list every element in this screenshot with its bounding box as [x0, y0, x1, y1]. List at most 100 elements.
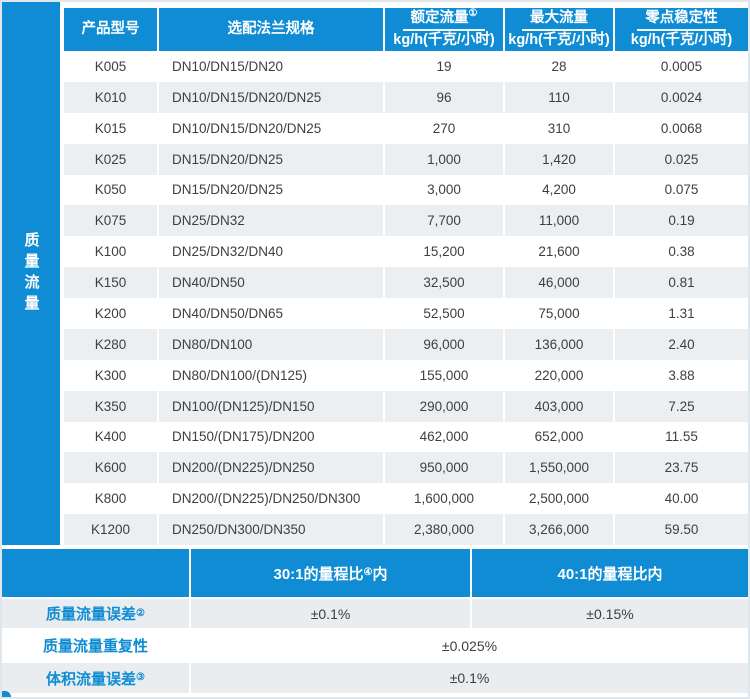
- max-flow-cell: 2,500,000: [505, 483, 613, 515]
- mass-flow-group-label: 质量流量: [2, 2, 60, 545]
- table-row: K075 DN25/DN32 7,700 11,000 0.19: [64, 205, 748, 237]
- max-flow-cell: 1,550,000: [505, 452, 613, 484]
- max-flow-cell: 11,000: [505, 205, 613, 237]
- zero-stability-cell: 0.81: [615, 267, 748, 298]
- rated-flow-cell: 2,380,000: [385, 514, 503, 545]
- model-cell: K200: [64, 298, 157, 329]
- spec-table: 产品型号 选配法兰规格 额定流量① kg/h(千克/小时) 最大流量 kg/h(…: [64, 2, 748, 545]
- mass-flow-error-label: 质量流量误差 ②: [2, 599, 189, 628]
- max-flow-cell: 28: [505, 51, 613, 82]
- rated-flow-cell: 270: [385, 112, 503, 144]
- repeatability-row: 质量流量重复性 ±0.025%: [2, 630, 748, 661]
- zero-stability-cell: 11.55: [615, 421, 748, 453]
- flange-cell: DN25/DN32/DN40: [159, 236, 383, 268]
- zero-stability-cell: 59.50: [615, 514, 748, 545]
- zero-stability-cell: 0.0024: [615, 81, 748, 113]
- mass-flow-error-row: 质量流量误差 ② ±0.1% ±0.15%: [2, 599, 748, 628]
- max-flow-cell: 136,000: [505, 328, 613, 360]
- flange-cell: DN15/DN20/DN25: [159, 174, 383, 206]
- model-cell: K150: [64, 267, 157, 298]
- zero-stability-cell: 0.19: [615, 205, 748, 237]
- rated-flow-cell: 15,200: [385, 236, 503, 268]
- model-cell: K005: [64, 51, 157, 82]
- zero-stability-cell: 2.40: [615, 328, 748, 360]
- flange-cell: DN200/(DN225)/DN250/DN300: [159, 483, 383, 515]
- model-cell: K1200: [64, 514, 157, 545]
- rated-flow-cell: 950,000: [385, 452, 503, 484]
- flange-cell: DN200/(DN225)/DN250: [159, 452, 383, 484]
- zero-stability-cell: 40.00: [615, 483, 748, 515]
- max-flow-cell: 652,000: [505, 421, 613, 453]
- flange-cell: DN25/DN32: [159, 205, 383, 237]
- mass-flow-error-40: ±0.15%: [472, 599, 748, 628]
- max-flow-cell: 21,600: [505, 236, 613, 268]
- header-max-flow: 最大流量 kg/h(千克/小时): [505, 8, 613, 51]
- rated-flow-cell: 19: [385, 51, 503, 82]
- header-flange-spec: 选配法兰规格: [159, 8, 383, 51]
- table-row: K005 DN10/DN15/DN20 19 28 0.0005: [64, 51, 748, 82]
- flange-cell: DN100/(DN125)/DN150: [159, 390, 383, 422]
- table-row: K280 DN80/DN100 96,000 136,000 2.40: [64, 328, 748, 360]
- table-row: K150 DN40/DN50 32,500 46,000 0.81: [64, 267, 748, 298]
- flange-cell: DN15/DN20/DN25: [159, 143, 383, 175]
- zero-stability-cell: 0.0068: [615, 112, 748, 144]
- rated-flow-cell: 155,000: [385, 359, 503, 391]
- max-flow-cell: 110: [505, 81, 613, 113]
- max-flow-cell: 220,000: [505, 359, 613, 391]
- volume-flow-error-value: ±0.1%: [191, 663, 748, 693]
- table-row: K100 DN25/DN32/DN40 15,200 21,600 0.38: [64, 236, 748, 268]
- flange-cell: DN80/DN100/(DN125): [159, 359, 383, 391]
- turndown-header-row: 30:1的量程比 ④ 内 40:1的量程比内: [2, 549, 748, 597]
- turndown-30-header: 30:1的量程比 ④ 内: [191, 549, 470, 597]
- max-flow-cell: 403,000: [505, 390, 613, 422]
- zero-stability-cell: 23.75: [615, 452, 748, 484]
- rated-flow-cell: 3,000: [385, 174, 503, 206]
- model-cell: K075: [64, 205, 157, 237]
- model-cell: K015: [64, 112, 157, 144]
- model-cell: K400: [64, 421, 157, 453]
- zero-stability-cell: 0.0005: [615, 51, 748, 82]
- table-row: K200 DN40/DN50/DN65 52,500 75,000 1.31: [64, 298, 748, 329]
- turndown-header-spacer: [2, 549, 189, 597]
- table-row: K350 DN100/(DN125)/DN150 290,000 403,000…: [64, 390, 748, 422]
- model-cell: K600: [64, 452, 157, 484]
- flange-cell: DN40/DN50/DN65: [159, 298, 383, 329]
- footnote-1-mark: ①: [468, 8, 478, 20]
- volume-flow-error-row: 体积流量误差 ③ ±0.1%: [2, 663, 748, 693]
- model-cell: K050: [64, 174, 157, 206]
- header-zero-stability: 零点稳定性 kg/h(千克/小时): [615, 8, 748, 51]
- max-flow-cell: 75,000: [505, 298, 613, 329]
- spec-table-body: K005 DN10/DN15/DN20 19 28 0.0005 K010 DN…: [64, 51, 748, 545]
- group-label-text: 质量流量: [22, 231, 40, 316]
- max-flow-cell: 4,200: [505, 174, 613, 206]
- model-cell: K010: [64, 81, 157, 113]
- zero-stability-cell: 7.25: [615, 390, 748, 422]
- volume-flow-error-label: 体积流量误差 ③: [2, 663, 189, 693]
- flange-cell: DN10/DN15/DN20: [159, 51, 383, 82]
- header-product-model: 产品型号: [64, 8, 157, 51]
- model-cell: K350: [64, 390, 157, 422]
- max-flow-cell: 1,420: [505, 143, 613, 175]
- rated-flow-cell: 462,000: [385, 421, 503, 453]
- rated-flow-cell: 52,500: [385, 298, 503, 329]
- flange-cell: DN80/DN100: [159, 328, 383, 360]
- flange-cell: DN40/DN50: [159, 267, 383, 298]
- rated-flow-cell: 290,000: [385, 390, 503, 422]
- repeatability-label: 质量流量重复性: [2, 630, 189, 661]
- repeatability-value: ±0.025%: [191, 630, 748, 661]
- table-row: K600 DN200/(DN225)/DN250 950,000 1,550,0…: [64, 452, 748, 484]
- model-cell: K280: [64, 328, 157, 360]
- flange-cell: DN10/DN15/DN20/DN25: [159, 81, 383, 113]
- max-flow-cell: 46,000: [505, 267, 613, 298]
- table-row: K025 DN15/DN20/DN25 1,000 1,420 0.025: [64, 143, 748, 175]
- rated-flow-cell: 32,500: [385, 267, 503, 298]
- table-row: K015 DN10/DN15/DN20/DN25 270 310 0.0068: [64, 112, 748, 144]
- flange-cell: DN10/DN15/DN20/DN25: [159, 112, 383, 144]
- table-row: K300 DN80/DN100/(DN125) 155,000 220,000 …: [64, 359, 748, 391]
- flange-cell: DN250/DN300/DN350: [159, 514, 383, 545]
- rated-flow-cell: 1,600,000: [385, 483, 503, 515]
- rated-flow-cell: 96,000: [385, 328, 503, 360]
- table-row: K010 DN10/DN15/DN20/DN25 96 110 0.0024: [64, 81, 748, 113]
- zero-stability-cell: 3.88: [615, 359, 748, 391]
